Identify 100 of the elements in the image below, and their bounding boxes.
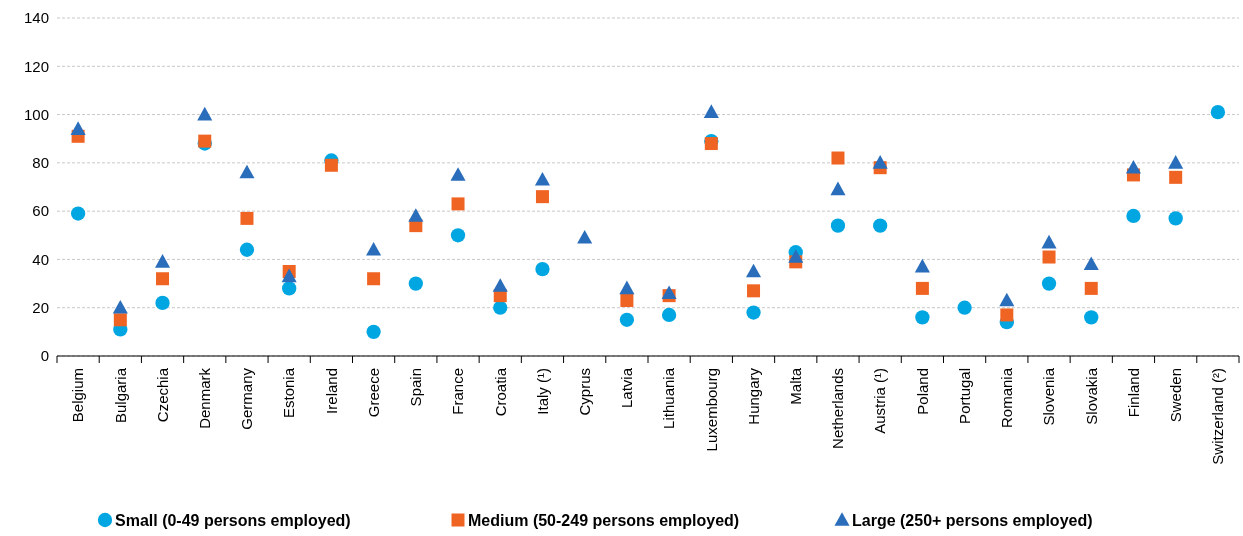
point xyxy=(1210,105,1226,120)
x-tick-label: Sweden xyxy=(1166,368,1184,423)
point xyxy=(70,121,86,135)
point xyxy=(450,228,466,243)
point xyxy=(155,254,171,268)
point xyxy=(999,292,1015,307)
point xyxy=(1041,234,1057,249)
point xyxy=(914,258,930,273)
point xyxy=(830,218,846,233)
x-tick-label: Malta xyxy=(787,367,804,405)
point xyxy=(1000,308,1014,322)
x-tick-label: Slovakia xyxy=(1082,367,1100,425)
point xyxy=(873,218,888,233)
point xyxy=(1042,250,1056,264)
x-tick-label: Netherlands xyxy=(829,368,847,449)
point xyxy=(239,164,255,179)
point xyxy=(661,285,677,300)
x-tick-label: Denmark xyxy=(196,367,213,429)
x-tick-label: Latvia xyxy=(618,367,636,409)
point xyxy=(408,276,423,291)
x-tick-label: Croatia xyxy=(491,367,509,417)
x-tick-label: Luxembourg xyxy=(702,368,720,452)
point xyxy=(661,307,677,323)
x-tick-label: Poland xyxy=(913,368,931,415)
point xyxy=(1126,208,1141,224)
x-tick-label: Italy (¹) xyxy=(533,368,551,415)
point xyxy=(1125,159,1141,174)
x-tick-label: Ireland xyxy=(322,368,340,414)
y-tick-label: 0 xyxy=(40,347,49,365)
point xyxy=(746,305,761,320)
point xyxy=(282,281,297,296)
y-tick-label: 140 xyxy=(23,9,49,27)
point xyxy=(367,272,381,286)
x-tick-label: Czechia xyxy=(153,367,171,423)
point xyxy=(1041,276,1057,291)
point xyxy=(1084,310,1099,325)
point xyxy=(366,324,381,340)
point xyxy=(70,206,86,221)
x-tick-label: Slovenia xyxy=(1040,367,1058,426)
y-tick-label: 120 xyxy=(23,57,49,75)
point xyxy=(113,313,127,327)
point xyxy=(535,261,550,277)
x-tick-label: Hungary xyxy=(744,367,762,425)
legend-label: Medium (50-249 persons employed) xyxy=(468,511,740,529)
x-tick-label: Spain xyxy=(407,368,425,407)
x-tick-label: Bulgaria xyxy=(111,367,129,424)
point xyxy=(450,167,466,181)
legend-label: Large (250+ persons employed) xyxy=(852,511,1093,529)
point xyxy=(239,242,255,257)
point xyxy=(112,299,128,314)
point xyxy=(366,241,382,256)
point xyxy=(915,281,929,295)
x-tick-label: Portugal xyxy=(955,368,973,424)
y-tick-label: 60 xyxy=(32,202,49,220)
x-tick-label: Austria (¹) xyxy=(871,368,889,434)
point xyxy=(534,171,550,186)
point xyxy=(746,263,762,278)
x-tick-label: Cyprus xyxy=(575,368,593,416)
point xyxy=(197,106,213,121)
point xyxy=(1083,256,1099,271)
point xyxy=(831,151,845,165)
point xyxy=(577,229,593,244)
point xyxy=(957,300,972,315)
x-tick-label: Belgium xyxy=(69,368,87,423)
point xyxy=(788,249,804,263)
x-tick-label: Estonia xyxy=(280,367,298,419)
point xyxy=(281,268,297,283)
x-tick-label: Finland xyxy=(1124,368,1142,418)
point xyxy=(915,310,930,325)
point xyxy=(1168,155,1184,169)
x-tick-label: France xyxy=(449,368,467,415)
point xyxy=(1084,281,1098,295)
x-tick-label: Switzerland (²) xyxy=(1209,368,1227,465)
point xyxy=(747,284,761,298)
point xyxy=(703,104,719,119)
point xyxy=(619,280,635,295)
x-tick-label: Greece xyxy=(364,368,382,418)
point xyxy=(451,197,465,211)
x-tick-label: Lithuania xyxy=(660,367,678,429)
point xyxy=(492,278,508,292)
point xyxy=(155,295,170,311)
point xyxy=(1168,211,1183,226)
legend-label: Small (0-49 persons employed) xyxy=(115,511,351,529)
point xyxy=(240,211,254,225)
y-tick-label: 40 xyxy=(32,250,49,268)
point xyxy=(872,155,888,169)
y-tick-label: 20 xyxy=(32,298,49,316)
point xyxy=(830,181,846,196)
y-tick-label: 80 xyxy=(32,154,49,172)
point xyxy=(156,272,170,286)
point xyxy=(408,208,424,222)
point xyxy=(493,300,508,315)
point xyxy=(535,190,549,204)
point xyxy=(324,158,338,172)
point xyxy=(619,312,635,327)
point xyxy=(620,293,634,307)
y-tick-label: 100 xyxy=(23,105,49,123)
point xyxy=(1169,170,1183,184)
x-tick-label: Romania xyxy=(998,367,1016,429)
x-tick-label: Germany xyxy=(238,367,256,430)
